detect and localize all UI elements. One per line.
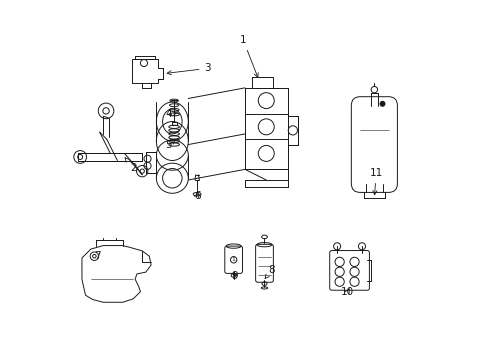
Text: 8: 8 <box>265 265 275 279</box>
Text: 9: 9 <box>232 271 239 281</box>
Polygon shape <box>245 88 288 169</box>
FancyBboxPatch shape <box>351 97 397 192</box>
Text: 11: 11 <box>369 168 383 195</box>
Text: 2: 2 <box>125 158 137 172</box>
Text: 4: 4 <box>166 109 177 120</box>
Text: 3: 3 <box>167 63 211 75</box>
Polygon shape <box>146 152 156 173</box>
Polygon shape <box>132 59 164 82</box>
Circle shape <box>230 257 237 263</box>
Polygon shape <box>82 246 151 302</box>
FancyBboxPatch shape <box>225 246 243 273</box>
Polygon shape <box>78 153 142 161</box>
Text: 1: 1 <box>240 35 258 77</box>
FancyBboxPatch shape <box>256 244 273 282</box>
Text: 7: 7 <box>95 251 101 261</box>
FancyBboxPatch shape <box>330 251 369 290</box>
Text: 6: 6 <box>194 191 200 201</box>
Text: 1: 1 <box>232 257 236 262</box>
Text: 10: 10 <box>341 287 354 297</box>
Polygon shape <box>288 116 298 145</box>
Text: 5: 5 <box>166 140 175 150</box>
Circle shape <box>380 101 385 106</box>
